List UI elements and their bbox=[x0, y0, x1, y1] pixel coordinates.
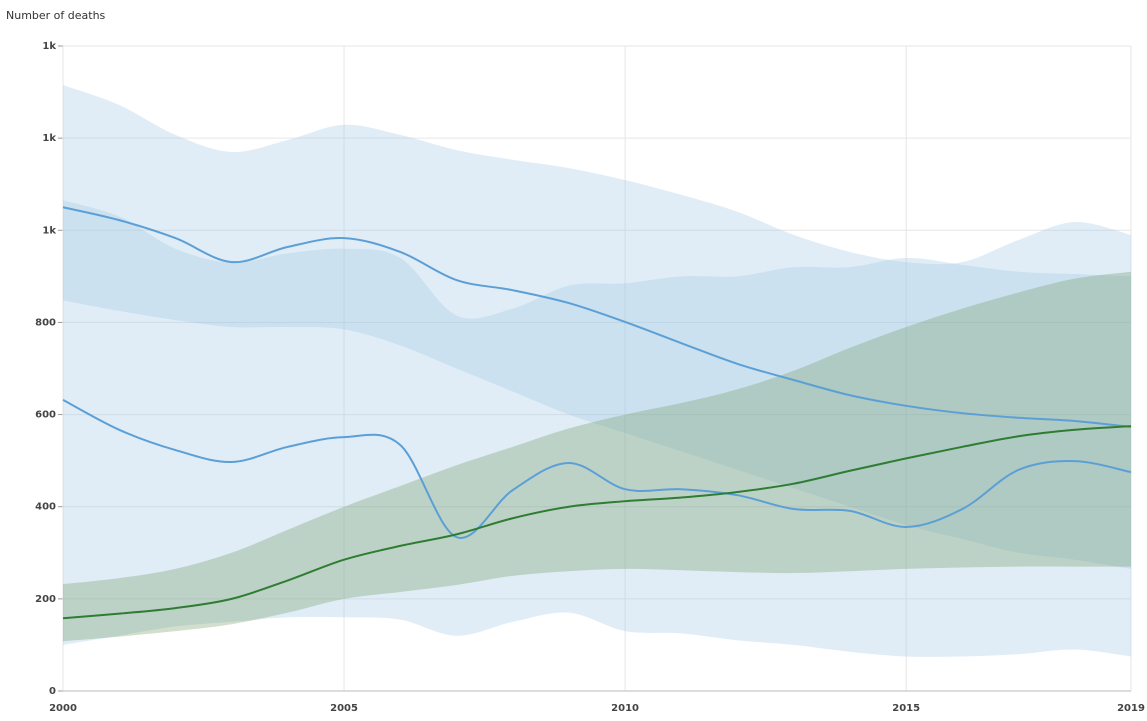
line bbox=[62, 398, 1132, 539]
confidence-band bbox=[63, 85, 1131, 569]
y-axis-title: Number of deaths bbox=[6, 9, 106, 22]
y-tick-label: 600 bbox=[35, 410, 56, 421]
x-tick-label: 2019 bbox=[1117, 703, 1145, 714]
y-tick-label: 800 bbox=[35, 317, 56, 328]
confidence-band bbox=[63, 271, 1131, 642]
y-tick-label: 1k bbox=[42, 133, 56, 144]
x-tick-label: 2015 bbox=[892, 703, 920, 714]
x-tick-label: 2000 bbox=[49, 703, 77, 714]
x-tick-label: 2010 bbox=[611, 703, 639, 714]
line bbox=[62, 425, 1132, 620]
y-tick-label: 1k bbox=[42, 41, 56, 52]
x-tick-label: 2005 bbox=[330, 703, 358, 714]
y-tick-label: 200 bbox=[35, 594, 56, 605]
confidence-band bbox=[63, 200, 1131, 657]
y-tick-label: 1k bbox=[42, 225, 56, 236]
y-tick-label: 400 bbox=[35, 502, 56, 513]
y-tick-label: 0 bbox=[49, 686, 56, 697]
line bbox=[62, 206, 1132, 429]
